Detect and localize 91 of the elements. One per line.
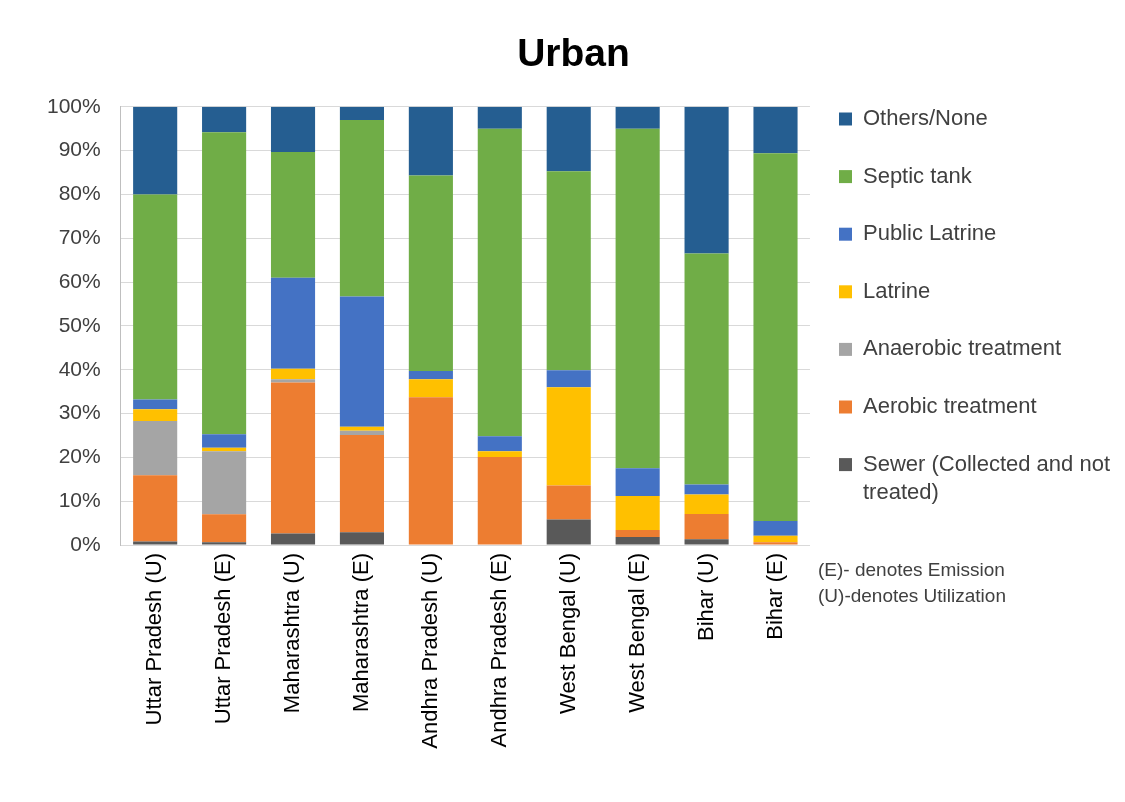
bar [546, 387, 591, 486]
chart-title: Urban [517, 31, 630, 75]
bar [339, 435, 385, 533]
bar [133, 409, 178, 421]
x-tick-label: Bihar (E) [761, 553, 787, 640]
bar [408, 379, 453, 398]
y-tick-label: 100% [46, 93, 101, 117]
bar [339, 430, 385, 436]
bar [753, 542, 798, 545]
bar [339, 532, 385, 545]
bar [684, 539, 729, 545]
bar [684, 494, 729, 514]
bar [270, 277, 316, 369]
bar [684, 106, 729, 254]
bar [202, 542, 247, 545]
x-tick-label: Maharashtra (E) [348, 553, 374, 712]
x-tick-label: Uttar Pradesh (E) [210, 553, 236, 725]
y-tick-label: 70% [58, 225, 101, 249]
y-tick-label: 80% [58, 181, 101, 205]
bar [408, 106, 453, 176]
bar [684, 253, 729, 485]
bar [270, 106, 316, 152]
bar [753, 153, 798, 521]
legend-label: Aerobic treatment [862, 393, 1037, 419]
bar [408, 397, 453, 545]
bar [133, 106, 178, 195]
bar [270, 533, 316, 545]
text: (E)- denotes Emission [818, 558, 1005, 582]
bar [133, 420, 178, 476]
x-tick-label: Bihar (U) [692, 553, 718, 642]
text: (U)-denotes Utilization [818, 584, 1006, 608]
y-tick-label: 0% [70, 531, 101, 555]
legend-label: Latrine [862, 277, 931, 303]
bar [546, 171, 591, 371]
bar [753, 106, 798, 154]
legend-label: Sewer (Collected and not treated) [862, 450, 1110, 505]
bar [133, 194, 178, 400]
y-tick-label: 50% [58, 312, 101, 336]
bar [270, 151, 316, 278]
bar [202, 106, 247, 133]
bar [753, 535, 798, 543]
bar [339, 426, 385, 431]
y-tick-label: 20% [58, 444, 101, 468]
bar [615, 537, 660, 545]
bar [477, 451, 522, 457]
y-tick-label: 30% [58, 400, 101, 424]
bar [546, 370, 591, 388]
bar [339, 296, 385, 427]
bar [270, 379, 316, 383]
bar [753, 520, 798, 536]
x-tick-label: Maharashtra (U) [279, 553, 305, 714]
x-tick-label: Andhra Pradesh (U) [416, 553, 442, 749]
bar [133, 475, 178, 542]
x-tick-label: West Bengal (E) [623, 553, 649, 713]
bar [615, 468, 660, 496]
x-tick-label: West Bengal (U) [554, 553, 580, 714]
bar [546, 519, 591, 545]
bar [270, 368, 316, 380]
y-tick-label: 60% [58, 268, 101, 292]
bar [339, 106, 385, 120]
bar [202, 451, 247, 515]
bar [477, 128, 522, 437]
y-tick-label: 90% [58, 137, 101, 161]
legend-label: Anaerobic treatment [862, 335, 1062, 361]
bar [615, 495, 660, 531]
bar [477, 106, 522, 129]
y-tick-label: 40% [58, 356, 101, 380]
bar [477, 456, 522, 545]
bar [133, 399, 178, 410]
bar [477, 436, 522, 452]
bar [546, 485, 591, 520]
y-tick-label: 10% [58, 487, 101, 511]
legend-label: Public Latrine [862, 220, 997, 246]
bar [408, 371, 453, 380]
legend-label: Others/None [862, 105, 988, 131]
bar [615, 128, 660, 469]
bar [202, 132, 247, 435]
bar [684, 484, 729, 495]
bar [408, 175, 453, 372]
x-tick-label: Uttar Pradesh (U) [141, 553, 167, 726]
bar [202, 434, 247, 448]
bar [615, 530, 660, 538]
legend-label: Septic tank [862, 162, 973, 188]
bar [339, 119, 385, 297]
bar [270, 382, 316, 534]
bar [615, 106, 660, 129]
bar [133, 541, 178, 545]
x-tick-label: Andhra Pradesh (E) [485, 553, 511, 748]
bar [546, 106, 591, 172]
bar [202, 514, 247, 543]
bar [684, 513, 729, 540]
